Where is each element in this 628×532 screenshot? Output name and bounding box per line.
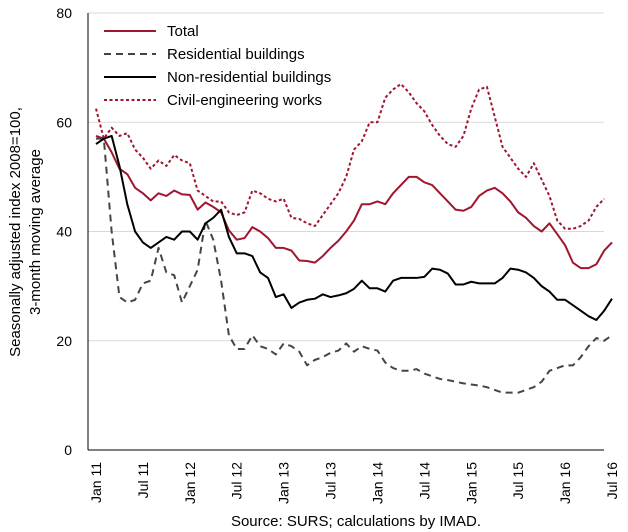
legend-label-2: Non-residential buildings — [167, 69, 331, 86]
legend-label-0: Total — [167, 23, 199, 40]
y-axis-label: Seasonally adjusted index 2008=100, 3-mo… — [7, 107, 44, 357]
legend-label-1: Residential buildings — [167, 46, 305, 63]
x-tick-label-1: Jul 11 — [135, 462, 151, 499]
x-tick-label-8: Jan 15 — [463, 462, 479, 504]
series-line-3 — [95, 83, 605, 230]
x-tick-label-10: Jan 16 — [557, 462, 573, 504]
x-tick-label-9: Jul 15 — [510, 462, 526, 500]
y-tick-label-40: 40 — [56, 224, 72, 240]
legend-label-3: Civil-engineering works — [167, 92, 322, 109]
y-axis-label-line-1: Seasonally adjusted index 2008=100, — [7, 107, 24, 357]
x-tick-label-11: Jul 16 — [604, 462, 620, 500]
x-tick-label-6: Jan 14 — [369, 462, 385, 504]
x-tick-label-4: Jan 13 — [276, 462, 292, 504]
x-tick-labels: Jan 11 Jul 11 Jan 12 Jul 12 Jan 13 Jul 13 Jan … — [88, 462, 620, 504]
y-tick-labels: 0 20 40 60 80 — [56, 5, 72, 458]
y-tick-label-0: 0 — [64, 442, 72, 458]
axes — [87, 13, 604, 451]
legend: Total Residential buildings Non-residentia… — [104, 23, 331, 109]
y-tick-label-60: 60 — [56, 114, 72, 130]
grid-lines — [88, 12, 604, 342]
x-tick-label-3: Jul 12 — [229, 462, 245, 500]
x-tick-label-2: Jan 12 — [182, 462, 198, 504]
series-line-2 — [95, 134, 613, 321]
x-tick-label-5: Jul 13 — [323, 462, 339, 500]
y-tick-label-20: 20 — [56, 333, 72, 349]
source-note: Source: SURS; calculations by IMAD. — [231, 513, 481, 530]
series-line-1 — [96, 137, 613, 394]
x-tick-label-7: Jul 14 — [416, 462, 432, 500]
y-axis-label-line-2: 3-month moving average — [27, 149, 44, 315]
series-line-0 — [95, 134, 613, 270]
x-tick-label-0: Jan 11 — [88, 462, 104, 503]
y-tick-label-80: 80 — [56, 5, 72, 21]
series-lines — [95, 83, 613, 394]
